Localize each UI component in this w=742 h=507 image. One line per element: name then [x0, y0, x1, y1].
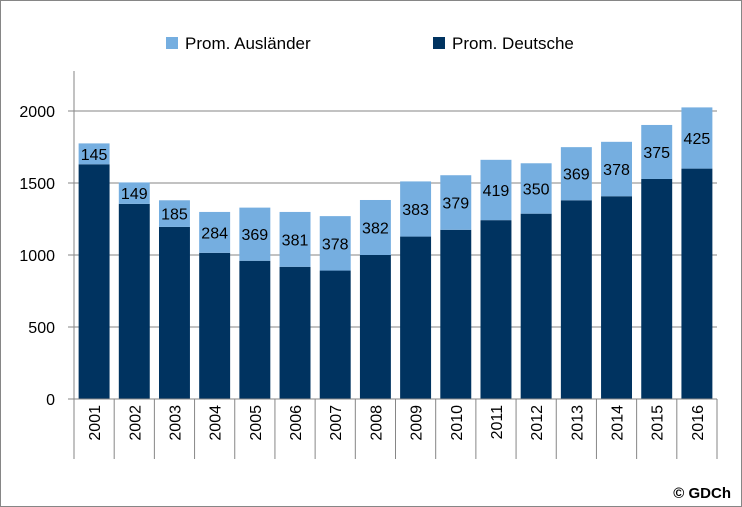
bar-deutsche: [440, 229, 472, 399]
x-tick-label: 2002: [127, 405, 144, 441]
data-label: 378: [322, 236, 349, 253]
legend-label: Prom. Ausländer: [185, 34, 311, 53]
data-label: 185: [161, 207, 188, 224]
data-label: 145: [81, 147, 108, 164]
bar-auslaender: [520, 163, 552, 214]
bar-deutsche: [319, 270, 351, 399]
bar-auslaender: [158, 200, 190, 227]
bar-auslaender: [118, 182, 150, 204]
bar-auslaender: [279, 211, 311, 267]
x-tick-label: 2001: [87, 405, 104, 441]
data-label: 379: [442, 196, 469, 213]
bar-auslaender: [199, 211, 231, 253]
data-label: 149: [121, 186, 148, 203]
y-tick-label: 1000: [19, 248, 55, 265]
legend-swatch: [166, 37, 178, 49]
data-label: 378: [603, 162, 630, 179]
bar-auslaender: [440, 175, 472, 230]
bar-deutsche: [279, 266, 311, 399]
data-label: 425: [684, 131, 711, 148]
x-tick-label: 2016: [690, 405, 707, 441]
y-tick-label: 1500: [19, 176, 55, 193]
bars: [78, 107, 713, 399]
data-label: 381: [282, 232, 309, 249]
bar-deutsche: [158, 226, 190, 399]
bar-auslaender: [480, 159, 512, 221]
x-tick-label: 2004: [208, 405, 225, 441]
x-tick-label: 2013: [569, 405, 586, 441]
bar-auslaender: [601, 141, 633, 197]
data-label: 382: [362, 220, 389, 237]
x-tick-label: 2015: [650, 405, 667, 441]
data-label: 369: [563, 167, 590, 184]
y-tick-label: 500: [28, 320, 55, 337]
legend-label: Prom. Deutsche: [452, 34, 574, 53]
x-tick-label: 2011: [489, 405, 506, 440]
copyright-text: © GDCh: [673, 485, 731, 502]
bar-auslaender: [239, 207, 271, 261]
bar-deutsche: [480, 220, 512, 399]
y-tick-label: 0: [46, 392, 55, 409]
x-tick-label: 2007: [328, 405, 345, 441]
legend: Prom. Ausländer Prom. Deutsche: [166, 34, 574, 53]
x-tick-label: 2006: [288, 405, 305, 441]
x-tick-label: 2003: [167, 405, 184, 441]
bar-auslaender: [681, 107, 713, 169]
axes: [68, 71, 718, 459]
bar-deutsche: [560, 200, 592, 399]
y-tick-label: 2000: [19, 104, 55, 121]
bar-deutsche: [641, 178, 673, 399]
bar-deutsche: [400, 236, 432, 399]
data-label: 375: [643, 145, 670, 162]
bar-deutsche: [239, 260, 271, 399]
bar-auslaender: [359, 199, 391, 255]
data-label: 369: [241, 227, 268, 244]
bar-deutsche: [199, 252, 231, 399]
bar-deutsche: [681, 168, 713, 399]
bar-auslaender: [319, 216, 351, 271]
x-tick-label: 2010: [449, 405, 466, 441]
data-label: 350: [523, 181, 550, 198]
x-tick-label: 2012: [529, 405, 546, 441]
bar-deutsche: [78, 164, 110, 399]
bar-deutsche: [359, 255, 391, 399]
bar-auslaender: [641, 124, 673, 179]
x-tick-label: 2005: [248, 405, 265, 441]
bar-auslaender: [78, 143, 110, 165]
data-label: 284: [201, 225, 228, 242]
x-tick-label: 2014: [610, 405, 627, 441]
bar-auslaender: [400, 181, 432, 237]
bar-deutsche: [601, 196, 633, 399]
bar-labels: 145 149 185 284 369 381 378 382 383 379 419 350 369 3…: [81, 131, 711, 253]
data-label: 383: [402, 202, 429, 219]
x-tick-label: 2009: [409, 405, 426, 441]
data-label: 419: [483, 183, 510, 200]
x-tick-label: 2008: [368, 405, 385, 441]
legend-swatch: [433, 37, 445, 49]
bar-auslaender: [560, 147, 592, 201]
bar-deutsche: [520, 213, 552, 399]
bar-deutsche: [118, 203, 150, 399]
x-axis-ticks: 2001 2002 2003 2004 2005 2006 2007 2008 2009 2010…: [87, 405, 707, 441]
y-axis-ticks: 0 500 1000 1500 2000: [19, 104, 55, 409]
